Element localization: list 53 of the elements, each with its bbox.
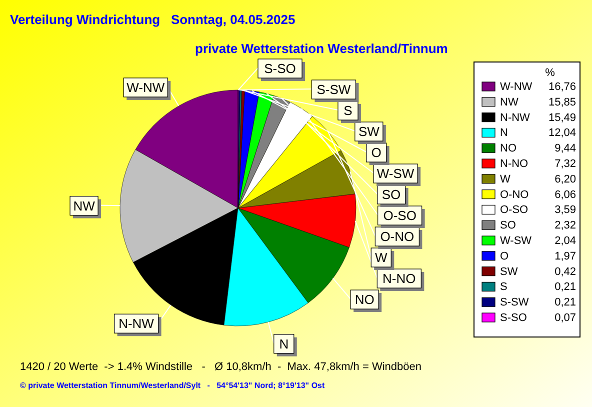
data-label: 12,04 [548, 127, 576, 140]
legend-label: N-NO [500, 158, 529, 170]
data-label: 15,49 [548, 112, 576, 124]
slice-label: N-NW [118, 316, 155, 332]
data-label: 2,04 [554, 235, 576, 247]
slice-label: W-SW [376, 166, 415, 181]
legend-label: O-NO [500, 188, 530, 201]
slice-label: SW [358, 124, 380, 139]
slice-label: SO [382, 187, 401, 202]
text: 1420 / 20 Werte -> 1.4% Windstille - Ø 10,8km/h - Max. 47,8km/h = Windböen [20, 361, 422, 373]
data-label: 9,44 [554, 142, 576, 155]
chart-title: Verteilung Windrichtung Sonntag, 04.05.2025 [10, 12, 296, 27]
text: © private Wetterstation Tinnum/Westerland/Sylt - 54°54'13" Nord; 8°19'13" Ost [20, 381, 325, 390]
data-label: 16,76 [548, 81, 576, 93]
data-label: 6,06 [554, 188, 576, 201]
slice-label: O-SO [383, 208, 416, 223]
legend-label: O-SO [500, 204, 529, 216]
slice-label: N-NO [382, 271, 416, 286]
data-label: 2,32 [554, 220, 576, 232]
legend-label: S-SW [500, 296, 530, 309]
data-label: 15,85 [548, 96, 576, 108]
legend-label: N-NW [500, 112, 531, 124]
data-label: 0,42 [554, 266, 576, 278]
legend-label: O [500, 250, 509, 262]
legend-label: SO [500, 220, 516, 232]
slice-label: S-SW [316, 82, 352, 97]
data-label: 7,32 [554, 158, 576, 170]
slice-label: S-SO [264, 61, 296, 76]
legend-label: NO [500, 142, 517, 155]
legend-label: S-SO [500, 312, 528, 324]
slice-label: W-NW [126, 80, 166, 95]
chart-subtitle: private Wetterstation Westerland/Tinnum [195, 41, 448, 56]
legend-label: W [500, 173, 511, 186]
legend-title: % [545, 67, 556, 79]
legend-label: SW [500, 266, 518, 278]
slice-label: O [371, 145, 382, 160]
slice-label: NO [354, 292, 374, 307]
slice-label: NW [73, 198, 96, 214]
data-label: 0,07 [554, 312, 576, 324]
legend-label: S [500, 281, 508, 294]
slice-label: N [279, 336, 289, 352]
legend-label: N [500, 127, 508, 140]
legend-label: W-NW [500, 81, 533, 93]
slice-label: S [344, 103, 353, 118]
data-label: 0,21 [554, 281, 576, 294]
data-label: 6,20 [554, 173, 576, 186]
data-label: 3,59 [554, 204, 576, 216]
data-label: 0,21 [554, 296, 576, 309]
legend-label: W-SW [500, 235, 532, 247]
slice-label: O-NO [380, 229, 414, 244]
slice-label: W [374, 250, 388, 265]
data-label: 1,97 [554, 250, 576, 262]
legend-label: NW [500, 96, 519, 108]
